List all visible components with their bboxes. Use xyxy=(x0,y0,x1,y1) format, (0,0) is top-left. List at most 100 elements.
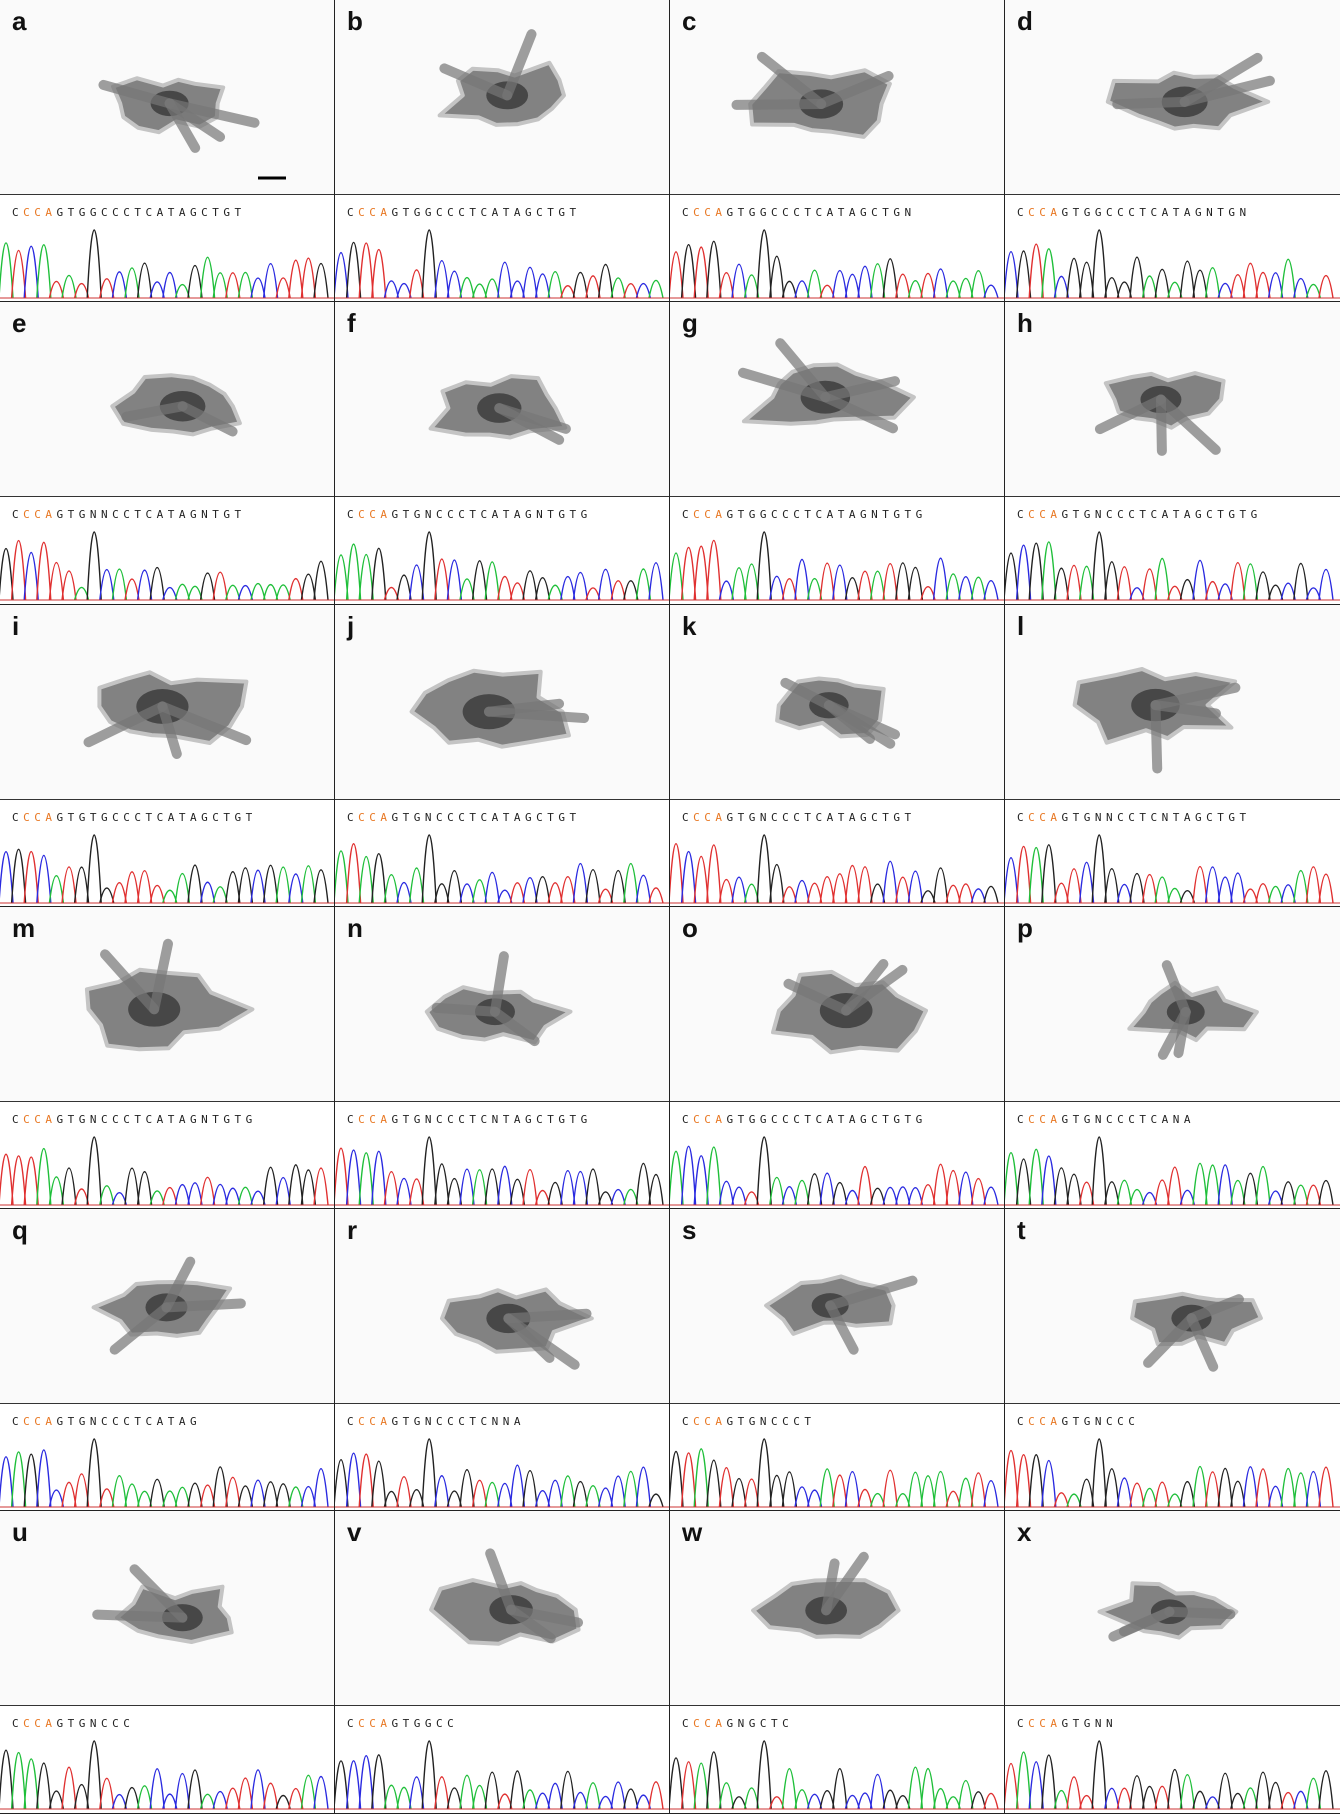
specimen-image xyxy=(670,1511,1005,1705)
specimen-image xyxy=(1005,302,1340,496)
panel-label: r xyxy=(347,1215,357,1246)
peak xyxy=(984,1187,998,1205)
peak xyxy=(276,867,290,903)
seq-highlight: CCA xyxy=(693,206,726,219)
micrograph: n xyxy=(335,907,669,1102)
peak xyxy=(359,1756,373,1809)
peak xyxy=(808,883,822,903)
peak xyxy=(112,272,126,298)
peak xyxy=(858,1794,872,1810)
peak xyxy=(150,568,164,600)
peak xyxy=(670,1452,683,1507)
peak xyxy=(745,884,759,903)
peak xyxy=(1269,585,1283,600)
peak xyxy=(276,585,290,600)
sequence: CCCAGTGGCCCTCATAGNTGN xyxy=(1017,206,1251,219)
peak xyxy=(150,1480,164,1508)
peak xyxy=(447,560,461,600)
seq-highlight: CCA xyxy=(358,1113,391,1126)
panel: uCCCAGTGNCCC xyxy=(0,1511,335,1813)
seq-lead: C xyxy=(1017,508,1028,521)
peak xyxy=(1243,263,1257,298)
peak xyxy=(1017,545,1031,600)
peak xyxy=(125,1484,139,1507)
peak xyxy=(447,1491,461,1507)
panel-label: w xyxy=(682,1517,702,1548)
peak xyxy=(782,281,796,298)
peak xyxy=(289,1487,303,1507)
peak xyxy=(397,882,411,902)
peak xyxy=(37,1764,51,1810)
peak xyxy=(808,579,822,600)
peak xyxy=(1117,1789,1131,1810)
peak xyxy=(1155,1482,1169,1507)
peak xyxy=(150,885,164,903)
peak xyxy=(226,1789,240,1810)
tentacle xyxy=(166,1304,240,1308)
peak xyxy=(112,1193,126,1205)
peak xyxy=(125,871,139,902)
peak xyxy=(112,1795,126,1809)
peak xyxy=(770,577,784,601)
panel-label: o xyxy=(682,913,698,944)
peak xyxy=(473,879,487,902)
peak xyxy=(1168,282,1182,298)
peak xyxy=(649,1782,663,1809)
peak xyxy=(757,1439,771,1507)
seq-rest: GTGNCCCTCNTAGCTGTG xyxy=(392,1113,592,1126)
peak xyxy=(871,1775,885,1810)
peak xyxy=(138,1491,152,1507)
peak xyxy=(845,865,859,903)
peak xyxy=(397,575,411,600)
peak xyxy=(163,588,177,600)
peak xyxy=(314,264,328,298)
peak xyxy=(289,874,303,903)
peak xyxy=(347,242,361,298)
peak xyxy=(238,1187,252,1205)
peak xyxy=(314,869,328,902)
micrograph: m xyxy=(0,907,334,1102)
peak xyxy=(1319,276,1333,298)
chromatogram xyxy=(1005,1433,1340,1509)
peak xyxy=(1281,1469,1295,1507)
seq-highlight: CCA xyxy=(358,811,391,824)
peak xyxy=(1054,1168,1068,1205)
peak xyxy=(1080,262,1094,298)
peak xyxy=(1269,886,1283,903)
peak xyxy=(573,863,587,902)
peak xyxy=(289,579,303,600)
specimen-image xyxy=(335,0,670,194)
peak xyxy=(163,272,177,298)
peak xyxy=(498,1166,512,1205)
peak xyxy=(1294,1185,1308,1205)
peak xyxy=(410,270,424,298)
peak xyxy=(188,587,202,601)
peak xyxy=(435,1476,449,1507)
peak xyxy=(1218,584,1232,600)
peak xyxy=(959,884,973,903)
peak xyxy=(447,271,461,298)
peak xyxy=(1168,1167,1182,1205)
chromatogram xyxy=(0,526,335,602)
peak xyxy=(611,581,625,600)
chromatogram xyxy=(335,1131,670,1207)
peak xyxy=(1130,1483,1144,1507)
peak xyxy=(795,880,809,902)
peak xyxy=(561,577,575,600)
seq-lead: C xyxy=(12,1717,23,1730)
seq-lead: C xyxy=(12,1113,23,1126)
seq-rest: GTGGCCCTCATAGCTGT xyxy=(57,206,246,219)
peak xyxy=(1294,1792,1308,1810)
peak xyxy=(858,266,872,298)
seq-highlight: CCA xyxy=(358,508,391,521)
seq-lead: C xyxy=(682,1415,693,1428)
peak xyxy=(238,586,252,600)
sequence: CCCAGTGGCCCTCATAGCTGT xyxy=(347,206,581,219)
peak xyxy=(1281,884,1295,902)
peak xyxy=(264,264,278,298)
chromatogram xyxy=(670,224,1005,300)
peak xyxy=(883,564,897,600)
tentacle xyxy=(97,1615,182,1618)
peak xyxy=(1243,1467,1257,1507)
peak xyxy=(1143,569,1157,600)
